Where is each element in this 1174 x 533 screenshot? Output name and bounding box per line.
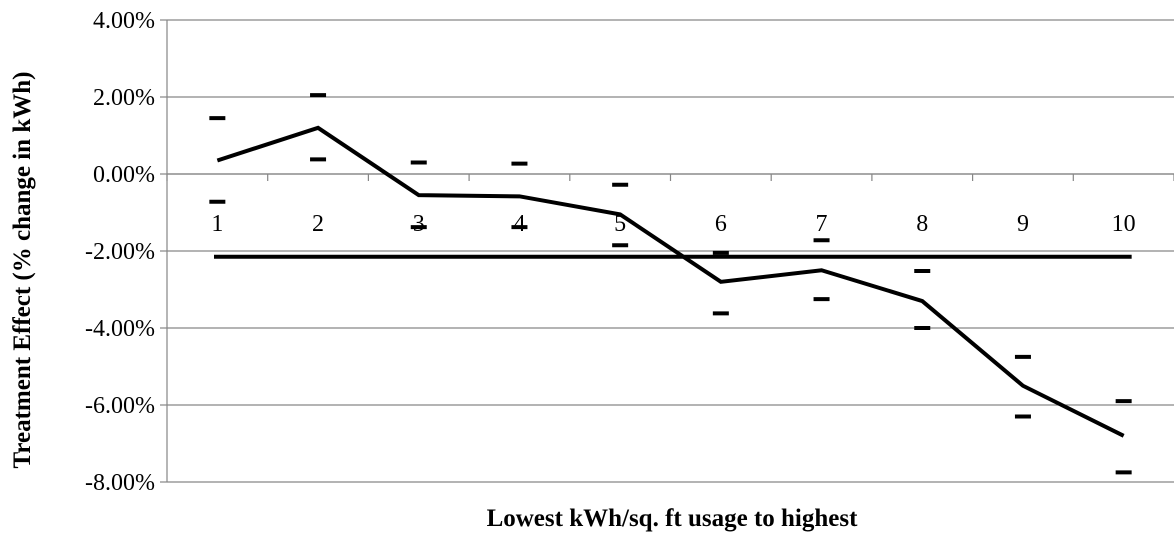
series-layer xyxy=(216,125,1125,438)
y-tick-label: -2.00% xyxy=(85,239,155,265)
x-tick-label: 10 xyxy=(1112,211,1136,237)
y-tick-label: -4.00% xyxy=(85,316,155,342)
series-line xyxy=(216,125,1125,438)
x-tick-label: 6 xyxy=(715,211,727,237)
x-tick-label: 2 xyxy=(312,211,324,237)
x-tick-label: 8 xyxy=(916,211,928,237)
x-tick-labels: 1 2 3 4 5 6 7 8 9 10 xyxy=(211,211,1135,237)
x-tick-label: 3 xyxy=(413,211,425,237)
y-tick-label: 4.00% xyxy=(93,8,155,34)
y-tick-label: 0.00% xyxy=(93,162,155,188)
y-axis-title: Treatment Effect (% change in kWh) xyxy=(9,72,36,469)
x-tick-label: 9 xyxy=(1017,211,1029,237)
x-tick-label: 1 xyxy=(211,211,223,237)
x-axis-title: Lowest kWh/sq. ft usage to highest xyxy=(487,505,859,532)
y-tick-label: 2.00% xyxy=(93,85,155,111)
x-tick-label: 4 xyxy=(513,211,525,237)
y-tick-label: -6.00% xyxy=(85,393,155,419)
gridlines xyxy=(167,19,1174,483)
x-tick-label: 7 xyxy=(816,211,828,237)
axes xyxy=(160,19,1174,483)
error-markers-layer xyxy=(209,93,1132,475)
y-tick-label: -8.00% xyxy=(85,470,155,496)
y-tick-labels: 4.00% 2.00% 0.00% -2.00% -4.00% -6.00% -8.00% xyxy=(85,8,155,496)
x-tick-label: 5 xyxy=(614,211,626,237)
